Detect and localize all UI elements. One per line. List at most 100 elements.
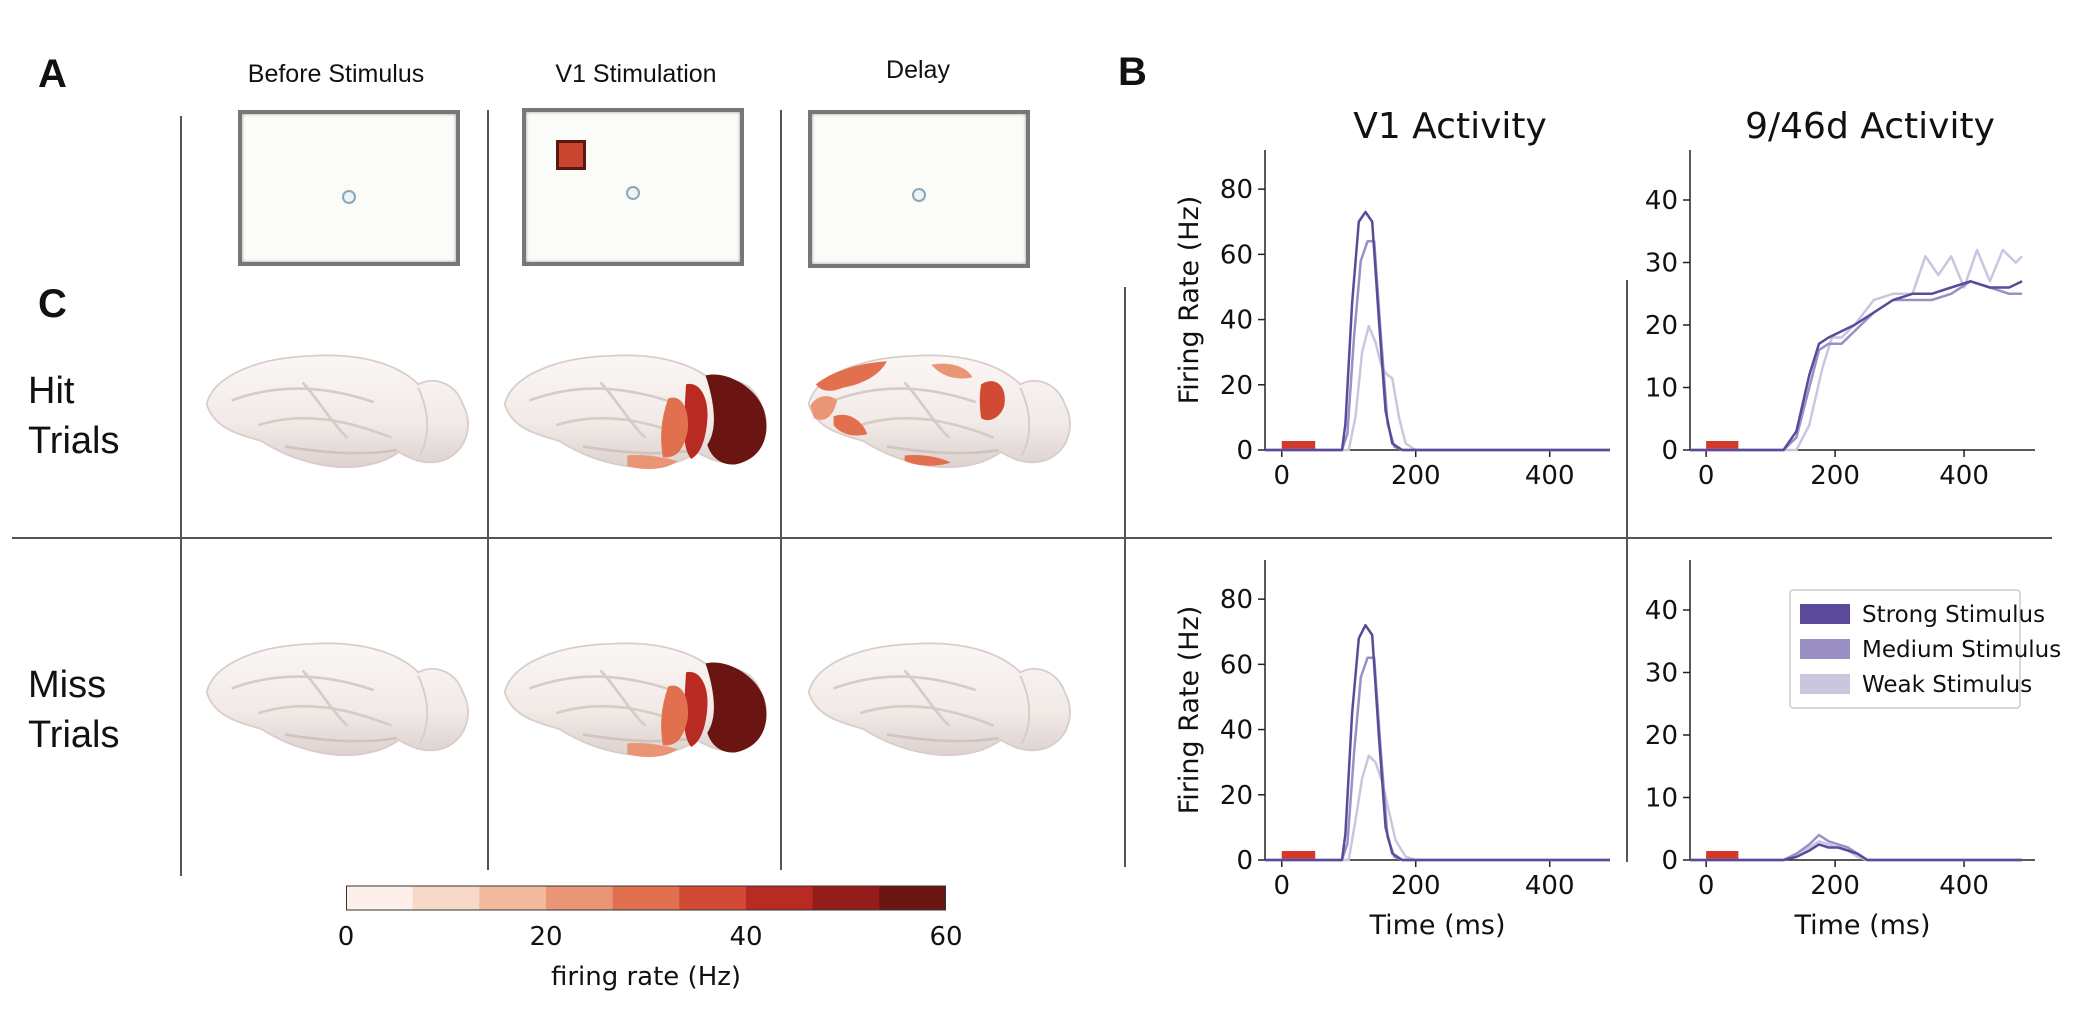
colorbar-tick-40: 40 <box>729 922 763 952</box>
legend-swatch <box>1800 639 1850 659</box>
legend-entry-label: Medium Stimulus <box>1862 637 2061 663</box>
series-line-weak-stimulus <box>1690 840 2023 862</box>
screen-delay <box>808 110 1030 268</box>
colorbar-segment <box>679 886 747 910</box>
region-parietal-activation <box>931 363 973 379</box>
row-title-hit-trials: Hit Trials <box>28 366 119 466</box>
colorbar-label: firing rate (Hz) <box>550 962 742 992</box>
colorbar-segment <box>346 886 414 910</box>
row-title-miss-line1: Miss <box>28 664 107 706</box>
region-orbitofrontal-activation <box>833 414 868 436</box>
x-tick-label: 200 <box>1391 871 1441 901</box>
legend-swatch <box>1800 604 1850 624</box>
x-tick-label: 0 <box>1273 871 1290 901</box>
y-tick-label: 40 <box>1645 186 1678 216</box>
stimulus-duration-bar <box>1281 441 1316 450</box>
y-tick-label: 20 <box>1220 781 1253 811</box>
panel-label-b: B <box>1118 50 1147 94</box>
y-tick-label: 60 <box>1220 650 1253 680</box>
colorbar-segment <box>412 886 480 910</box>
colorbar-tick-0: 0 <box>337 922 355 952</box>
region-v4-activation <box>661 397 689 458</box>
legend-entry-label: Weak Stimulus <box>1862 672 2032 698</box>
y-tick-label: 20 <box>1645 721 1678 751</box>
series-line-weak-stimulus <box>1265 324 1610 452</box>
series-line-strong-stimulus <box>1265 210 1610 452</box>
brain-miss-delay <box>807 642 1072 757</box>
divider-vertical-5 <box>1626 280 1628 862</box>
x-tick-label: 400 <box>1525 461 1575 491</box>
row-title-hit-line2: Trials <box>28 420 120 462</box>
brain-hit-v1-stimulation <box>503 354 768 470</box>
y-tick-label: 0 <box>1661 436 1678 466</box>
divider-vertical-2 <box>487 110 489 870</box>
column-title-delay: Delay <box>886 56 950 84</box>
stimulus-square <box>556 140 586 170</box>
x-tick-label: 200 <box>1810 461 1860 491</box>
y-axis-label: Firing Rate (Hz) <box>1174 606 1205 815</box>
series-line-strong-stimulus <box>1690 280 2023 452</box>
colorbar-segment <box>479 886 547 910</box>
stimulus-duration-bar <box>1281 851 1316 860</box>
region-v4-activation <box>661 685 689 746</box>
region-frontal-pole-activation <box>810 396 838 420</box>
chart-v1-hit: 0 20 40 60 80 0 200 400 Firing Rate (Hz) <box>1174 150 1610 491</box>
y-tick-label: 80 <box>1220 585 1253 615</box>
region-lip-activation <box>979 381 1005 421</box>
region-temporal-activation <box>627 742 678 758</box>
row-title-miss-trials: Miss Trials <box>28 660 119 760</box>
column-title-before-stimulus: Before Stimulus <box>247 60 425 88</box>
y-tick-label: 40 <box>1645 596 1678 626</box>
y-tick-label: 10 <box>1645 784 1678 814</box>
divider-vertical-3 <box>780 110 782 870</box>
colorbar-segment <box>746 886 814 910</box>
x-axis-label: Time (ms) <box>1368 910 1505 941</box>
y-tick-label: 0 <box>1236 436 1253 466</box>
row-title-miss-line2: Trials <box>28 714 120 756</box>
colorbar-border <box>346 885 946 911</box>
x-tick-label: 400 <box>1939 871 1989 901</box>
brain-miss-v1-stimulation <box>503 642 768 758</box>
series-line-weak-stimulus <box>1265 754 1610 862</box>
colorbar-segment <box>812 886 880 910</box>
region-temporal-activation <box>627 454 678 470</box>
series-line-medium-stimulus <box>1690 280 2023 452</box>
region-v1-activation <box>705 374 767 465</box>
panel-label-c: C <box>38 282 67 326</box>
region-prefrontal-activation <box>815 361 887 391</box>
series-line-medium-stimulus <box>1265 656 1610 862</box>
screen-v1-stimulation <box>522 108 744 266</box>
panel-label-a: A <box>38 52 67 96</box>
series-line-strong-stimulus <box>1690 843 2023 862</box>
legend-swatch <box>1800 674 1850 694</box>
y-tick-label: 20 <box>1220 371 1253 401</box>
region-v2-activation <box>683 671 708 747</box>
colorbar-segment <box>879 886 947 910</box>
stimulus-duration-bar <box>1706 441 1739 450</box>
x-tick-label: 400 <box>1525 871 1575 901</box>
region-v1-activation <box>705 662 767 753</box>
series-line-medium-stimulus <box>1265 240 1610 452</box>
brain-miss-before-stimulus <box>205 642 470 757</box>
x-tick-label: 0 <box>1698 461 1715 491</box>
colorbar-gradient <box>346 885 947 911</box>
divider-vertical-1 <box>180 116 182 876</box>
divider-vertical-4 <box>1124 287 1126 867</box>
x-axis-label: Time (ms) <box>1793 910 1930 941</box>
y-tick-label: 80 <box>1220 175 1253 205</box>
column-title-v1-stimulation: V1 Stimulation <box>555 60 717 88</box>
x-tick-label: 200 <box>1391 461 1441 491</box>
plot-title-946d-activity: 9/46d Activity <box>1745 106 1995 147</box>
x-tick-label: 0 <box>1698 871 1715 901</box>
colorbar: 0 20 40 60 firing rate (Hz) <box>338 884 963 992</box>
colorbar-tick-20: 20 <box>529 922 563 952</box>
legend-entry-label: Strong Stimulus <box>1862 602 2045 628</box>
y-tick-label: 40 <box>1220 716 1253 746</box>
y-tick-label: 30 <box>1645 249 1678 279</box>
series-line-weak-stimulus <box>1690 248 2023 452</box>
fixation-point <box>626 186 640 200</box>
brain-hit-delay <box>807 354 1072 469</box>
region-temporal-activation <box>904 454 951 466</box>
region-v2-activation <box>683 383 708 459</box>
